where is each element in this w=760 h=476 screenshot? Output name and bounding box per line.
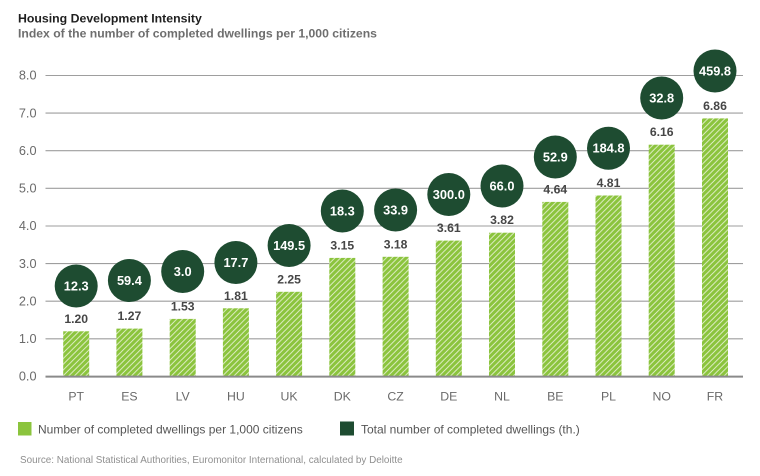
svg-text:Number of completed dwellings: Number of completed dwellings per 1,000 … [38, 423, 303, 437]
svg-text:33.9: 33.9 [383, 202, 408, 217]
svg-text:3.0: 3.0 [174, 264, 192, 279]
svg-text:3.82: 3.82 [490, 213, 514, 227]
svg-text:Source: National Statistical A: Source: National Statistical Authorities… [20, 455, 403, 466]
svg-text:FR: FR [707, 389, 724, 403]
svg-text:7.0: 7.0 [19, 106, 37, 120]
svg-text:Housing Development Intensity: Housing Development Intensity [18, 12, 202, 26]
svg-text:5.0: 5.0 [19, 182, 37, 196]
svg-text:8.0: 8.0 [19, 69, 37, 83]
svg-text:HU: HU [227, 389, 245, 403]
svg-text:3.15: 3.15 [330, 238, 354, 252]
svg-text:6.0: 6.0 [19, 144, 37, 158]
svg-text:1.27: 1.27 [118, 309, 142, 323]
svg-text:1.20: 1.20 [64, 312, 88, 326]
svg-text:LV: LV [176, 389, 191, 403]
svg-text:CZ: CZ [387, 389, 404, 403]
svg-text:4.81: 4.81 [597, 176, 621, 190]
svg-text:1.0: 1.0 [19, 332, 37, 346]
svg-text:2.25: 2.25 [277, 272, 301, 286]
svg-text:2.0: 2.0 [19, 294, 37, 308]
svg-text:6.16: 6.16 [650, 125, 674, 139]
svg-text:149.5: 149.5 [273, 238, 305, 253]
svg-text:4.0: 4.0 [19, 219, 37, 233]
svg-text:6.86: 6.86 [703, 99, 727, 113]
svg-text:1.53: 1.53 [171, 299, 195, 313]
svg-text:32.8: 32.8 [649, 90, 674, 105]
svg-text:PT: PT [68, 389, 84, 403]
svg-text:52.9: 52.9 [543, 149, 568, 164]
svg-text:459.8: 459.8 [699, 63, 731, 78]
svg-text:12.3: 12.3 [64, 278, 89, 293]
svg-text:DE: DE [440, 389, 457, 403]
svg-text:Index of the number of complet: Index of the number of completed dwellin… [18, 27, 377, 41]
svg-text:ES: ES [121, 389, 137, 403]
svg-text:300.0: 300.0 [433, 187, 465, 202]
svg-text:Total number of completed dwel: Total number of completed dwellings (th.… [361, 423, 580, 437]
svg-text:66.0: 66.0 [490, 178, 515, 193]
svg-text:4.64: 4.64 [543, 182, 567, 196]
svg-text:NL: NL [494, 389, 510, 403]
svg-text:59.4: 59.4 [117, 273, 143, 288]
svg-text:DK: DK [334, 389, 352, 403]
svg-text:184.8: 184.8 [592, 141, 624, 156]
svg-text:1.81: 1.81 [224, 289, 248, 303]
svg-text:0.0: 0.0 [19, 370, 37, 384]
svg-text:BE: BE [547, 389, 563, 403]
svg-text:3.18: 3.18 [384, 237, 408, 251]
svg-text:NO: NO [652, 389, 670, 403]
svg-text:3.61: 3.61 [437, 221, 461, 235]
svg-text:17.7: 17.7 [223, 255, 248, 270]
svg-text:UK: UK [281, 389, 299, 403]
svg-text:PL: PL [601, 389, 616, 403]
svg-text:18.3: 18.3 [330, 203, 355, 218]
svg-text:3.0: 3.0 [19, 257, 37, 271]
